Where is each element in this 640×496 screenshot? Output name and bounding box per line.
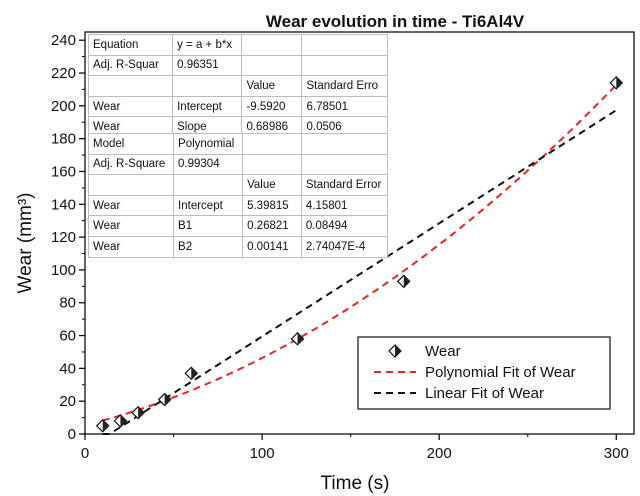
plot-border — [84, 31, 635, 435]
table-row: Wear Slope 0.68986 0.0506 — [87, 116, 388, 138]
table-cell: 0.0506 — [301, 116, 388, 138]
table-row: Wear B1 0.26821 0.08494 — [87, 215, 389, 237]
data-point — [157, 392, 172, 407]
table-row: Adj. R-Squar 0.96351 — [87, 54, 388, 77]
table-cell: 0.00141 — [242, 235, 302, 258]
table-cell: Intercept — [173, 194, 244, 217]
table-cell: 4.15801 — [300, 194, 389, 217]
y-tick-label: 180 — [51, 131, 76, 148]
table-cell: 0.68986 — [241, 116, 303, 138]
polynomial-fit-line — [102, 84, 618, 422]
table-cell — [242, 153, 302, 176]
y-tick-label: 40 — [59, 360, 76, 377]
table-cell: B2 — [173, 235, 244, 258]
plot-frame — [84, 31, 635, 435]
table-cell: Value — [242, 174, 302, 196]
table-cell — [300, 133, 389, 155]
y-tick-label: 240 — [51, 32, 76, 49]
y-tick-label: 20 — [59, 393, 76, 410]
table-cell — [301, 34, 388, 56]
table-cell: 6.78501 — [301, 95, 388, 118]
y-tick-label: 60 — [59, 328, 76, 345]
table-cell: Standard Error — [300, 174, 389, 196]
y-tick-label: 0 — [68, 426, 76, 443]
y-tick-label: 140 — [51, 196, 76, 213]
data-point — [184, 366, 199, 381]
y-tick-label: 80 — [59, 295, 76, 312]
table-cell: Wear — [87, 95, 174, 118]
table-row: Equation y = a + b*x — [87, 34, 388, 56]
table-cell: Value — [241, 75, 303, 97]
table-cell — [300, 153, 389, 176]
table-row: Wear Intercept -9.5920 6.78501 — [87, 95, 388, 118]
table-cell: Model — [87, 133, 175, 155]
table-cell: 5.39815 — [242, 194, 302, 217]
table-cell — [241, 34, 303, 56]
y-tick-label: 100 — [51, 262, 76, 279]
table-cell: y = a + b*x — [172, 34, 243, 56]
linear-fit-line — [102, 109, 617, 435]
table-row: Model Polynomial — [87, 133, 389, 155]
table-cell: 0.26821 — [242, 215, 302, 237]
legend-marker — [388, 344, 402, 358]
table-cell: B1 — [173, 215, 244, 237]
data-point — [113, 414, 128, 428]
table-row: Adj. R-Square 0.99304 — [87, 153, 389, 176]
data-point — [95, 418, 110, 433]
x-axis-label: Time (s) — [321, 473, 390, 494]
table-cell: Standard Erro — [301, 75, 388, 97]
table-cell: Wear — [87, 235, 175, 258]
data-point — [290, 331, 305, 346]
y-tick-label: 200 — [51, 98, 76, 115]
table-cell: 0.08494 — [300, 215, 389, 237]
linear-fit-table: Equation y = a + b*x Adj. R-Squar 0.96351 Va… — [87, 34, 388, 138]
table-cell — [241, 54, 303, 77]
table-cell: 2.74047E-4 — [300, 235, 389, 258]
table-cell — [301, 54, 388, 77]
table-cell — [173, 174, 244, 196]
y-axis-label: Wear (mm³) — [15, 193, 36, 294]
x-tick-label: 300 — [604, 445, 629, 462]
table-row: Value Standard Error — [87, 174, 389, 196]
legend-label: Wear — [425, 343, 461, 360]
data-points — [95, 76, 624, 433]
table-cell — [87, 174, 175, 196]
table-cell: Wear — [87, 116, 174, 138]
table-cell: 0.99304 — [173, 153, 244, 176]
table-cell: Equation — [87, 34, 174, 56]
y-tick-label: 120 — [51, 229, 76, 246]
table-cell — [172, 75, 243, 97]
table-cell — [87, 75, 174, 97]
polynomial-fit-table: Model Polynomial Adj. R-Square 0.99304 Value… — [87, 133, 389, 258]
x-tick-label: 0 — [81, 445, 89, 462]
legend-label: Polynomial Fit of Wear — [425, 364, 576, 381]
table-cell: Adj. R-Square — [87, 153, 175, 176]
table-row: Wear Intercept 5.39815 4.15801 — [87, 194, 389, 217]
table-cell: 0.96351 — [172, 54, 243, 77]
table-cell: Polynomial — [173, 133, 244, 155]
legend: Wear Polynomial Fit of Wear Linear Fit of … — [357, 336, 611, 410]
fit-lines — [102, 84, 618, 435]
table-cell: Wear — [87, 194, 175, 217]
table-row: Wear B2 0.00141 2.74047E-4 — [87, 235, 389, 258]
table-cell — [242, 133, 302, 155]
x-axis-ticks: 0 100 200 300 — [81, 434, 629, 462]
data-point — [609, 76, 624, 90]
chart-title: Wear evolution in time - Ti6Al4V — [266, 12, 525, 31]
table-row: Value Standard Erro — [87, 75, 388, 97]
data-point — [131, 405, 145, 420]
x-tick-label: 100 — [250, 445, 275, 462]
table-cell: Wear — [87, 215, 175, 237]
y-tick-label: 220 — [51, 65, 76, 82]
x-tick-label: 200 — [427, 445, 452, 462]
table-cell: Adj. R-Squar — [87, 54, 174, 77]
y-tick-label: 160 — [51, 163, 76, 180]
legend-label: Linear Fit of Wear — [425, 385, 544, 402]
table-cell: -9.5920 — [241, 95, 303, 118]
data-point — [396, 274, 411, 289]
table-cell: Intercept — [172, 95, 243, 118]
y-axis-ticks: 0 20 40 60 80 100 120 140 160 180 200 220 240 — [51, 32, 85, 443]
